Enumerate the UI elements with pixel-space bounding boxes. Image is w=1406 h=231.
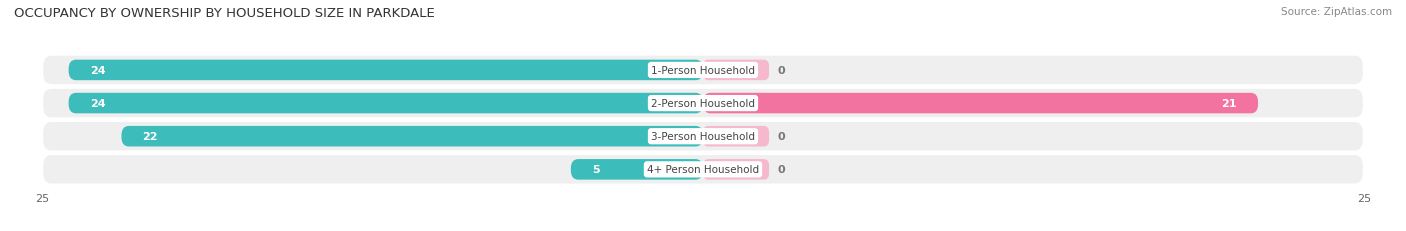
Text: 24: 24 xyxy=(90,66,105,76)
FancyBboxPatch shape xyxy=(121,126,703,147)
FancyBboxPatch shape xyxy=(703,60,769,81)
Text: 2-Person Household: 2-Person Household xyxy=(651,99,755,109)
FancyBboxPatch shape xyxy=(42,55,1364,86)
Text: 4+ Person Household: 4+ Person Household xyxy=(647,165,759,175)
Text: 22: 22 xyxy=(142,132,157,142)
FancyBboxPatch shape xyxy=(42,155,1364,185)
Text: Source: ZipAtlas.com: Source: ZipAtlas.com xyxy=(1281,7,1392,17)
Text: 0: 0 xyxy=(778,66,785,76)
Text: 0: 0 xyxy=(778,132,785,142)
FancyBboxPatch shape xyxy=(42,122,1364,152)
FancyBboxPatch shape xyxy=(703,126,769,147)
Text: OCCUPANCY BY OWNERSHIP BY HOUSEHOLD SIZE IN PARKDALE: OCCUPANCY BY OWNERSHIP BY HOUSEHOLD SIZE… xyxy=(14,7,434,20)
Text: 1-Person Household: 1-Person Household xyxy=(651,66,755,76)
Text: 3-Person Household: 3-Person Household xyxy=(651,132,755,142)
Text: 21: 21 xyxy=(1222,99,1237,109)
Text: 24: 24 xyxy=(90,99,105,109)
FancyBboxPatch shape xyxy=(571,159,703,180)
FancyBboxPatch shape xyxy=(69,60,703,81)
FancyBboxPatch shape xyxy=(703,159,769,180)
FancyBboxPatch shape xyxy=(703,93,1258,114)
FancyBboxPatch shape xyxy=(69,93,703,114)
Text: 5: 5 xyxy=(592,165,599,175)
FancyBboxPatch shape xyxy=(42,88,1364,119)
Text: 0: 0 xyxy=(778,165,785,175)
